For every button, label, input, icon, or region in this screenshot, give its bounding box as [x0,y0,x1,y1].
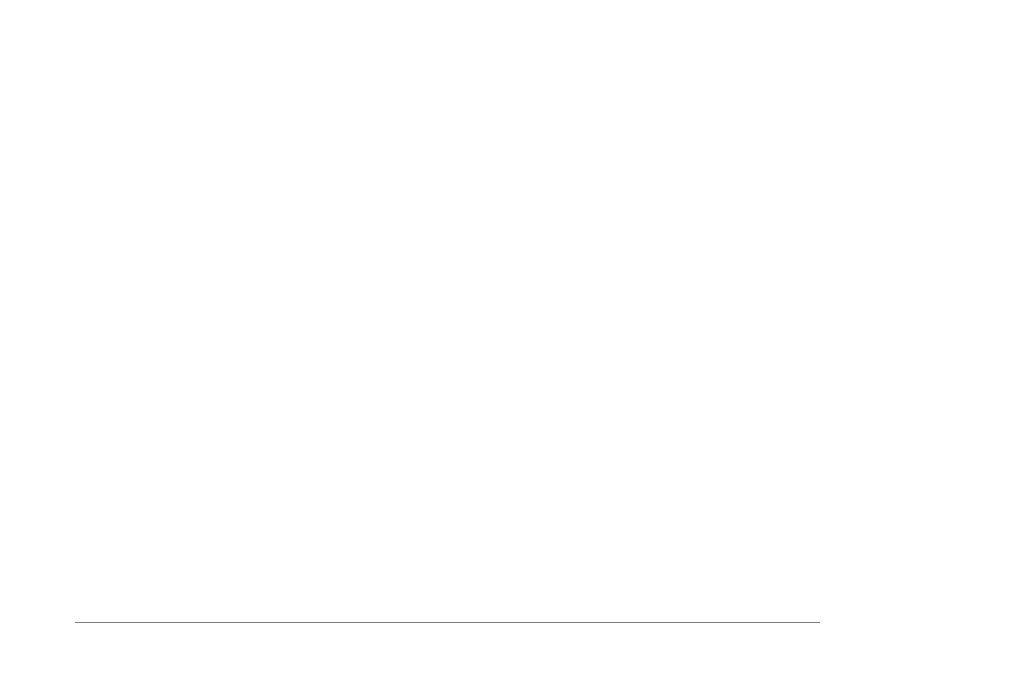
bars-container [75,12,820,622]
stacked-bar-chart [0,0,1023,677]
plot-area [75,12,820,623]
